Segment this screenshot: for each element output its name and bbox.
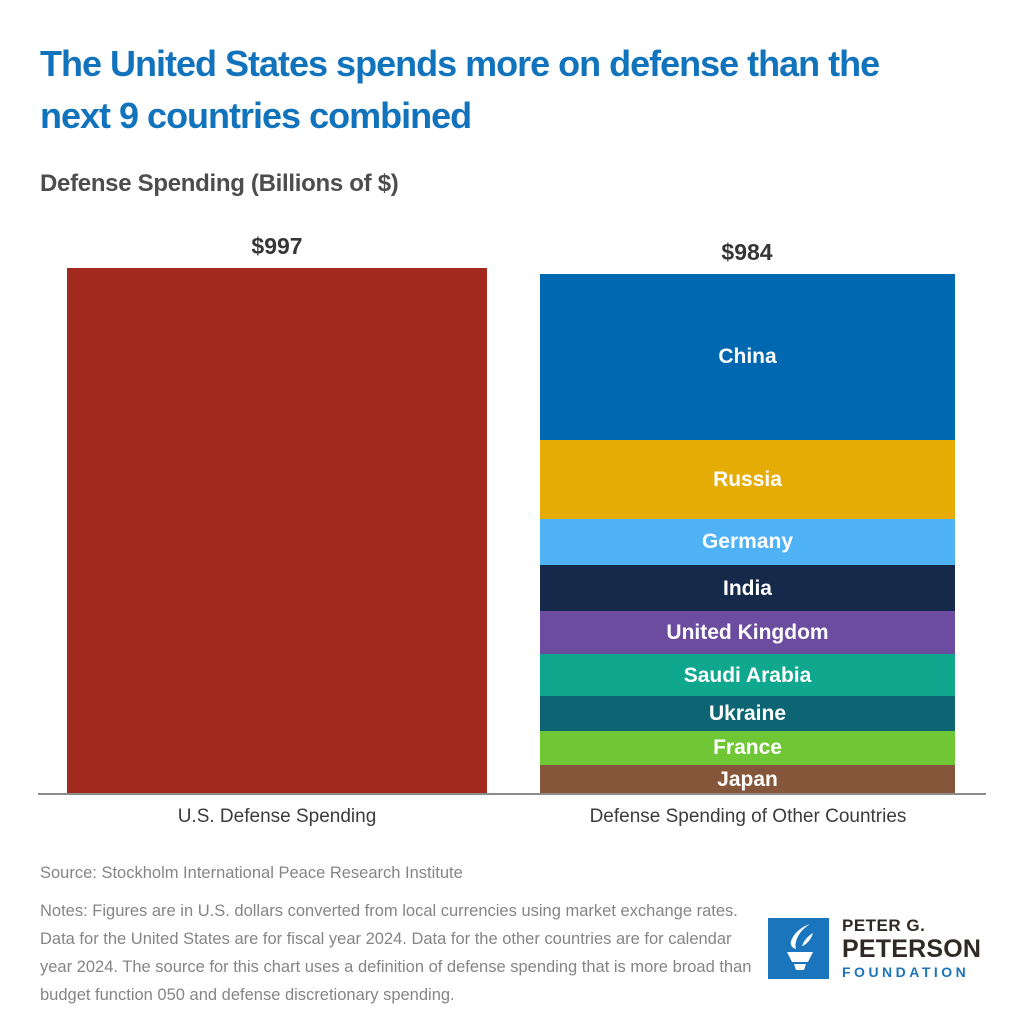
others-total-value-label: $984	[721, 239, 773, 265]
logo-line-peter-g: PETER G.	[842, 916, 926, 935]
segment-label-ukraine: Ukraine	[708, 702, 787, 725]
segment-label-germany: Germany	[701, 530, 794, 554]
segment-label-russia: Russia	[713, 467, 782, 491]
logo-square	[768, 917, 829, 979]
bar-segment-united-kingdom: United Kingdom	[540, 610, 955, 654]
bar-segment-germany: Germany	[540, 518, 955, 566]
bar-segment-france: France	[540, 730, 955, 765]
segment-label-france: France	[713, 736, 782, 760]
others-axis-label: Defense Spending of Other Countries	[589, 806, 907, 827]
segment-label-united-kingdom: United Kingdom	[666, 620, 829, 644]
segment-label-china: China	[718, 345, 777, 369]
chart-subtitle: Defense Spending (Billions of $)	[40, 170, 399, 197]
us-axis-label: U.S. Defense Spending	[177, 806, 377, 827]
segment-label-india: India	[722, 576, 772, 600]
bar-segment-china: China	[540, 274, 955, 440]
bar-segment-japan: Japan	[540, 764, 955, 794]
torch-icon	[787, 923, 813, 970]
us-defense-bar	[67, 268, 487, 794]
source-text: Source: Stockholm International Peace Re…	[40, 864, 463, 882]
other-countries-stacked-bar: China Russia Germany India United Kingdom Sau…	[540, 274, 955, 794]
page-title: The United States spends more on defense…	[40, 43, 880, 136]
bar-segment-russia: Russia	[540, 439, 955, 519]
segment-label-japan: Japan	[717, 767, 778, 791]
notes-text: Notes: Figures are in U.S. dollars conve…	[40, 902, 752, 1004]
us-total-value-label: $997	[251, 233, 303, 259]
logo: PETER G. PETERSON FOUNDATION	[768, 916, 981, 980]
bar-segment-saudi-arabia: Saudi Arabia	[540, 653, 955, 697]
x-axis-line	[38, 793, 986, 795]
segment-label-saudi-arabia: Saudi Arabia	[683, 663, 812, 687]
bar-segment-india: India	[540, 565, 955, 611]
logo-text: PETER G. PETERSON FOUNDATION	[842, 916, 981, 980]
bar-segment-ukraine: Ukraine	[540, 696, 955, 731]
logo-line-foundation: FOUNDATION	[842, 964, 970, 980]
logo-line-peterson: PETERSON	[842, 935, 982, 963]
